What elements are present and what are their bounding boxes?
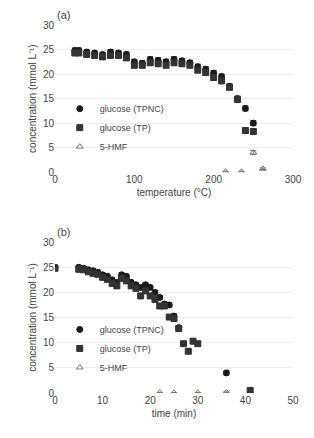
svg-text:20: 20 (43, 287, 55, 298)
svg-text:5-HMF: 5-HMF (100, 363, 128, 373)
svg-text:(b): (b) (57, 226, 70, 238)
svg-text:20: 20 (145, 395, 157, 406)
svg-text:25: 25 (43, 262, 55, 273)
svg-text:25: 25 (43, 44, 55, 55)
svg-text:10: 10 (43, 337, 55, 348)
svg-text:15: 15 (43, 312, 55, 323)
svg-text:glucose (TP): glucose (TP) (100, 123, 151, 133)
svg-text:30: 30 (192, 395, 204, 406)
svg-text:0: 0 (48, 167, 54, 178)
svg-text:200: 200 (205, 174, 222, 185)
svg-text:0: 0 (52, 395, 58, 406)
svg-text:10: 10 (97, 395, 109, 406)
svg-text:5: 5 (48, 362, 54, 373)
svg-text:40: 40 (240, 395, 252, 406)
svg-text:0: 0 (48, 388, 54, 399)
svg-text:0: 0 (52, 174, 58, 185)
svg-text:5: 5 (48, 142, 54, 153)
svg-text:30: 30 (43, 20, 55, 31)
svg-text:glucose (TPNC): glucose (TPNC) (100, 104, 164, 114)
svg-text:(a): (a) (57, 9, 70, 21)
svg-text:5-HMF: 5-HMF (100, 142, 128, 152)
svg-text:10: 10 (43, 118, 55, 129)
svg-text:30: 30 (43, 237, 55, 248)
svg-text:concentration (mmol L⁻¹): concentration (mmol L⁻¹) (27, 263, 38, 372)
svg-text:concentration (mmol L⁻¹): concentration (mmol L⁻¹) (27, 44, 38, 153)
svg-text:20: 20 (43, 69, 55, 80)
svg-text:300: 300 (285, 174, 302, 185)
svg-text:15: 15 (43, 93, 55, 104)
svg-text:temperature (°C): temperature (°C) (137, 187, 212, 198)
svg-text:time (min): time (min) (152, 408, 196, 419)
svg-text:50: 50 (287, 395, 299, 406)
svg-text:glucose (TP): glucose (TP) (100, 344, 151, 354)
svg-text:glucose (TPNC): glucose (TPNC) (100, 325, 164, 335)
svg-text:100: 100 (126, 174, 143, 185)
